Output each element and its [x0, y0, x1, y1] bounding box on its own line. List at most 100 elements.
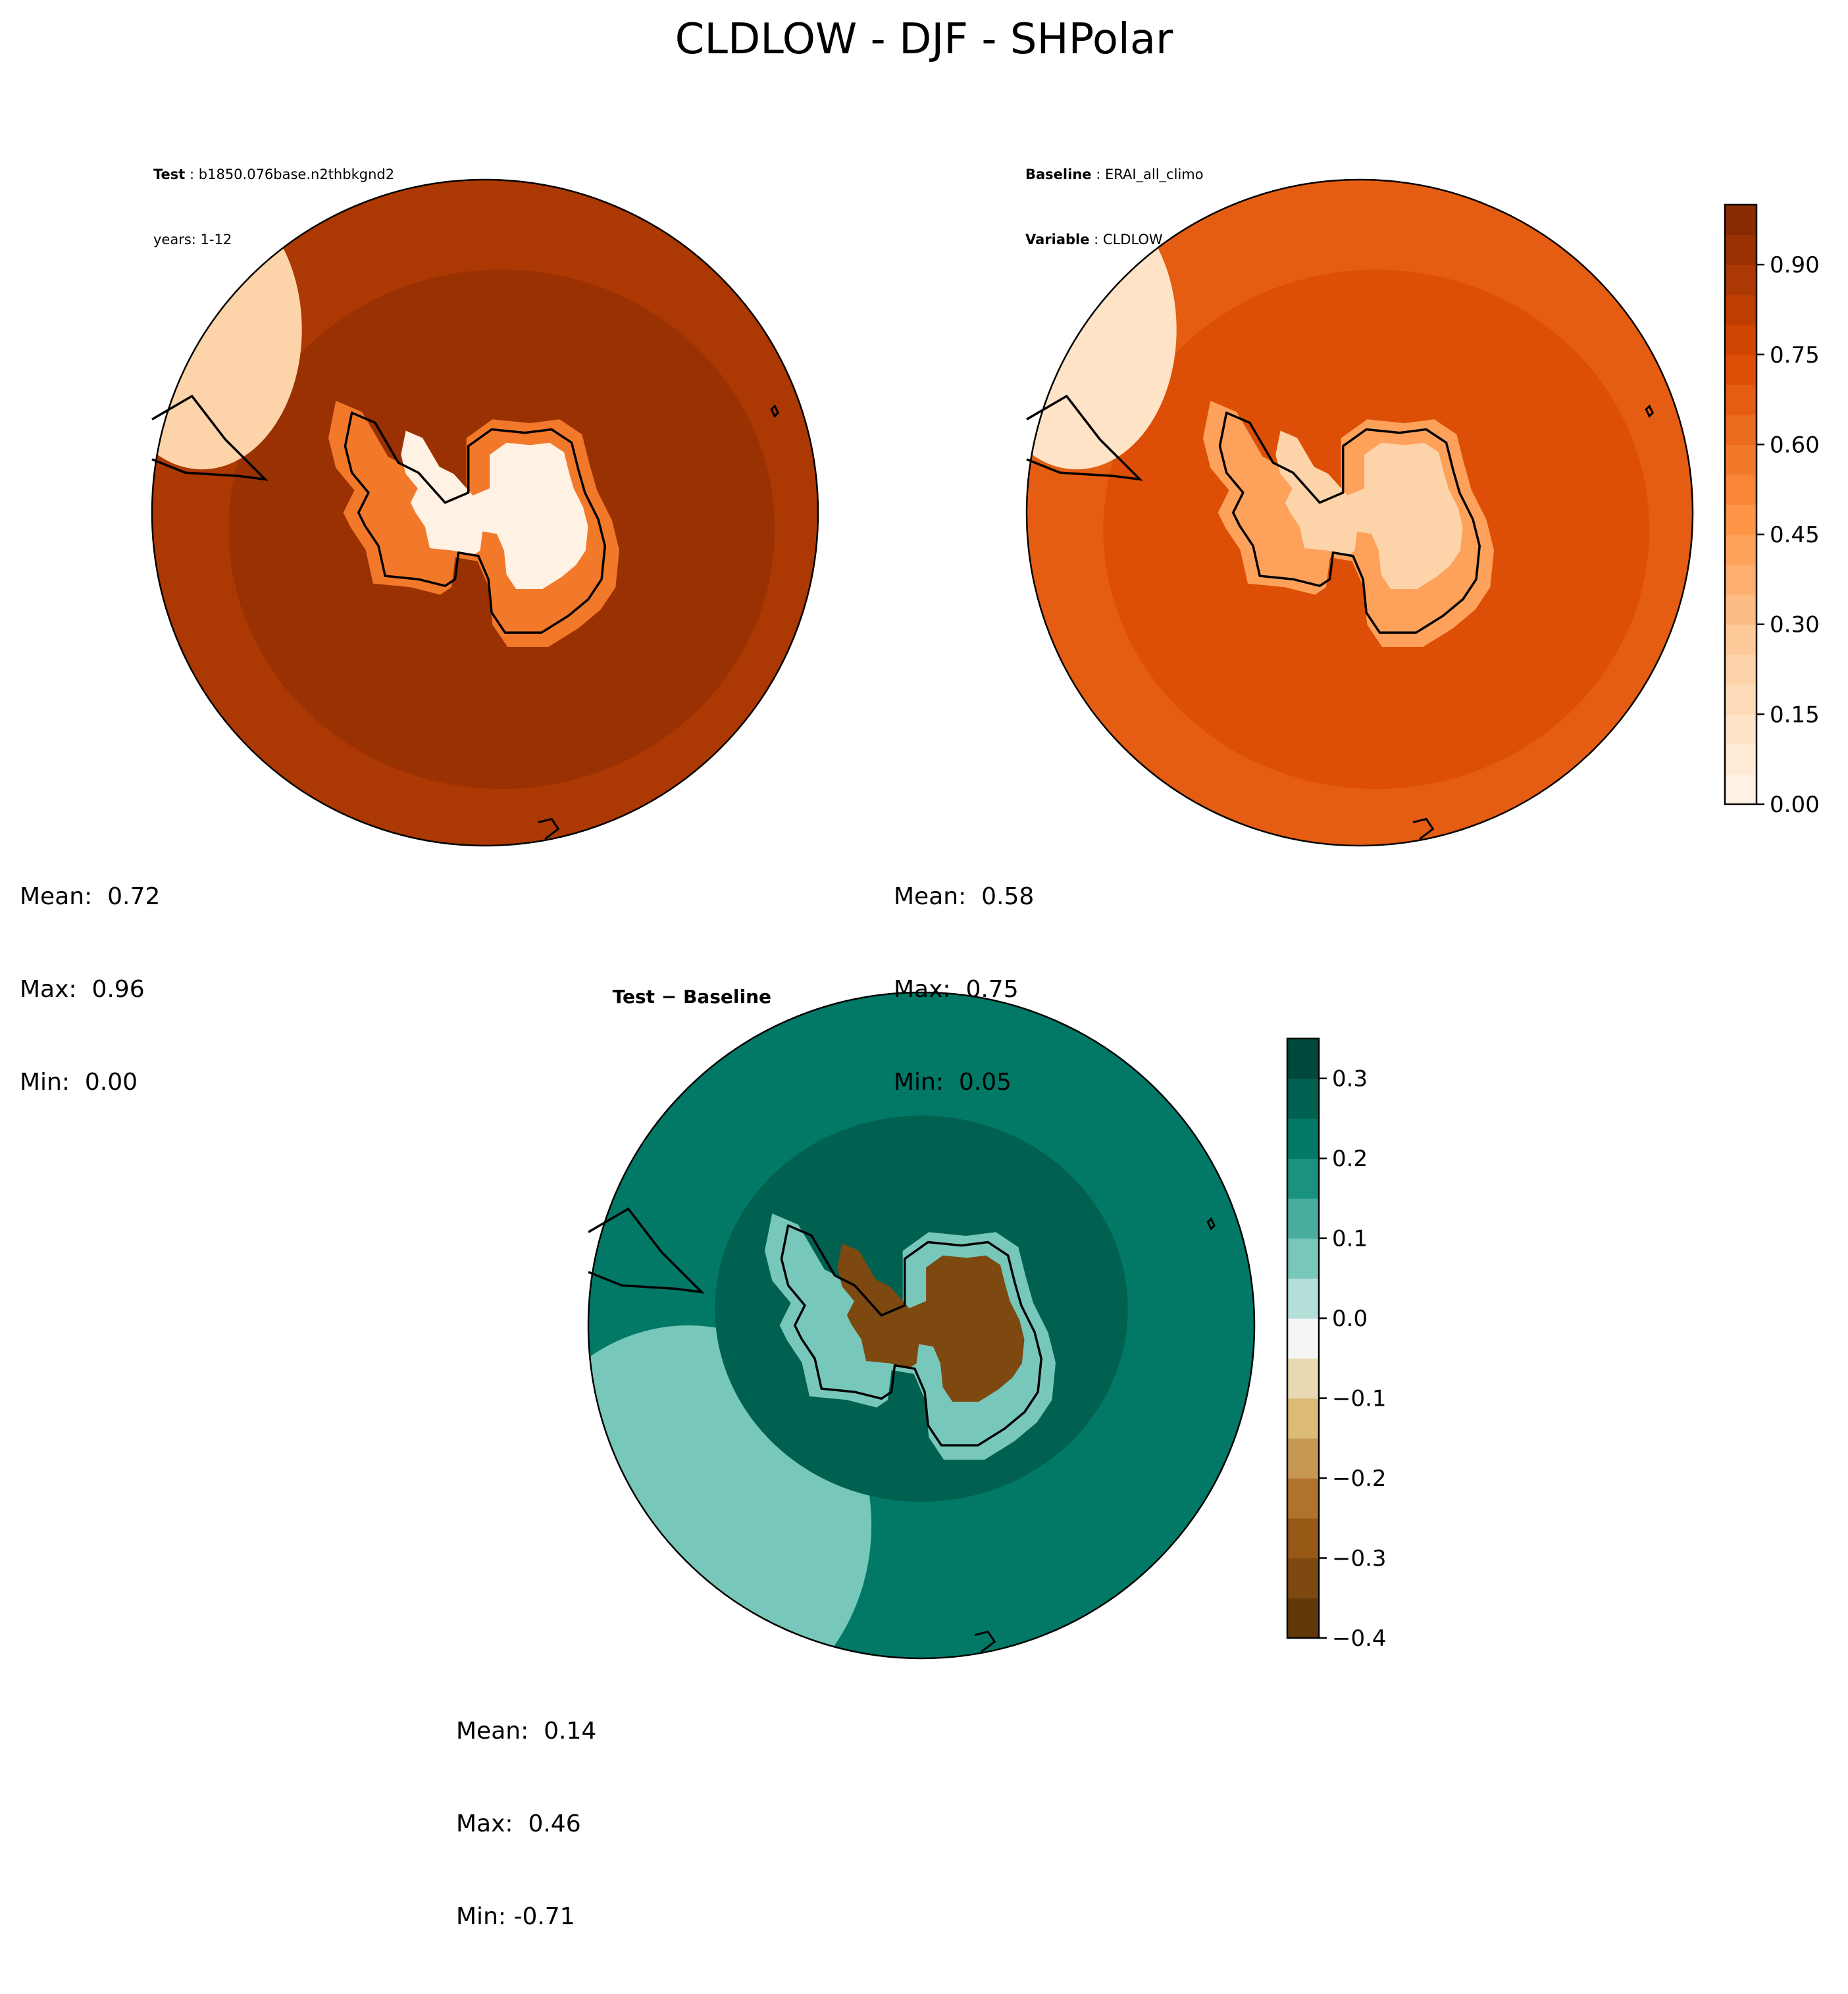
maps-layer: 0.000.150.300.450.600.750.90 −0.4−0.3−0.…: [151, 178, 1820, 1660]
colorbar-level: [1725, 624, 1757, 655]
colorbar-level: [1287, 1158, 1319, 1199]
colorbar-level: [1725, 294, 1757, 325]
island-coastline: [770, 404, 780, 418]
colorbar-level: [1287, 1198, 1319, 1239]
figure: CLDLOW - DJF - SHPolar Test : b1850.076b…: [20, 15, 1820, 1930]
baseline-header-case: ERAI_all_climo: [1104, 166, 1204, 182]
colorbar-level: [1725, 474, 1757, 505]
baseline-header-label: Baseline: [1025, 166, 1092, 182]
test-panel-header: Test : b1850.076base.n2thbkgnd2 years: 1…: [153, 120, 394, 294]
colorbar-level: [1725, 324, 1757, 355]
baseline-coastline: [1026, 394, 1655, 840]
baseline-panel-header: Baseline : ERAI_all_climo Variable : CLD…: [1025, 120, 1204, 294]
island-coastline: [1412, 817, 1435, 840]
diff-coastline: [588, 1207, 1216, 1653]
colorbar-tick-label: 0.1: [1332, 1226, 1368, 1252]
island-coastline: [1206, 1217, 1216, 1231]
baseline-header-line-1: Baseline : ERAI_all_climo: [1025, 164, 1204, 186]
colorbar-level: [1287, 1598, 1319, 1639]
variable-header-value: CLDLOW: [1102, 232, 1163, 247]
test-header-line-2: years: 1-12: [153, 229, 394, 251]
colorbar-tick-label: 0.90: [1770, 252, 1820, 278]
variable-header-sep: :: [1089, 232, 1103, 247]
test-header-case: b1850.076base.n2thbkgnd2: [198, 166, 395, 182]
colorbar-level: [1725, 564, 1757, 595]
field-continent-interior: [401, 430, 588, 589]
colorbar-tick-label: 0.45: [1770, 522, 1820, 548]
antarctica-coastline: [780, 1224, 1042, 1446]
colorbar-tick-label: 0.15: [1770, 702, 1820, 728]
colorbar-level: [1725, 594, 1757, 625]
colorbar-absolute: 0.00 0.15 0.30 0.45 0.60 0.75 0.90: [1724, 203, 1820, 818]
colorbar-level: [1287, 1238, 1319, 1279]
field-continent-interior: [837, 1243, 1025, 1402]
colorbar-tick-label: −0.3: [1332, 1546, 1387, 1572]
colorbar-difference: −0.4 −0.3 −0.2 −0.1 0.0 0.1 0.2 0.3: [1286, 1037, 1387, 1652]
colorbar-level: [1287, 1438, 1319, 1479]
colorbar-tick-label: −0.2: [1332, 1466, 1387, 1492]
test-header-years: years: 1-12: [153, 232, 232, 247]
island-coastline: [1645, 404, 1655, 418]
test-header-sep: :: [185, 166, 199, 182]
colorbar-level: [1287, 1038, 1319, 1079]
test-coastline: [151, 394, 780, 840]
antarctica-coastline: [1218, 411, 1481, 634]
colorbar-tick-label: −0.4: [1332, 1625, 1387, 1652]
colorbar-tick-label: 0.2: [1332, 1146, 1368, 1172]
field-low-cloud-region: [1027, 190, 1177, 470]
test-max: Max: 0.96: [20, 976, 145, 1003]
colorbar-level: [1287, 1398, 1319, 1439]
test-stats: Mean: 0.72 Max: 0.96 Min: 0.00: [20, 819, 160, 1160]
test-map: [152, 180, 818, 846]
colorbar-level: [1725, 414, 1757, 445]
colorbar-tick-label: 0.3: [1332, 1066, 1368, 1092]
antarctica-coastline: [344, 411, 606, 634]
colorbar-level: [1725, 265, 1757, 295]
colorbar-level: [1725, 354, 1757, 385]
test-mean: Mean: 0.72: [20, 883, 161, 910]
colorbar-level: [1287, 1318, 1319, 1359]
baseline-max: Max: 0.75: [894, 976, 1019, 1003]
test-header-label: Test: [153, 166, 186, 182]
colorbar-level: [1287, 1278, 1319, 1319]
colorbar-level: [1725, 654, 1757, 685]
diff-panel-header: Test − Baseline: [589, 969, 771, 1025]
colorbar-level: [1725, 444, 1757, 475]
colorbar-frame: [1724, 203, 1758, 805]
colorbar-tick-label: 0.75: [1770, 342, 1820, 369]
colorbar-level: [1725, 384, 1757, 415]
baseline-header-sep: :: [1091, 166, 1105, 182]
colorbar-tick-label: 0.30: [1770, 612, 1820, 638]
colorbar-level: [1287, 1478, 1319, 1519]
diff-stats: Mean: 0.14 Max: 0.46 Min: -0.71: [456, 1654, 596, 1994]
colorbar-level: [1725, 205, 1757, 236]
colorbar-tick-label: 0.00: [1770, 792, 1820, 818]
diff-map-boundary: [587, 991, 1256, 1660]
diff-mean: Mean: 0.14: [456, 1718, 597, 1745]
colorbar-tick-label: −0.1: [1332, 1386, 1387, 1412]
baseline-header-line-2: Variable : CLDLOW: [1025, 229, 1204, 251]
baseline-min: Min: 0.05: [894, 1069, 1012, 1096]
colorbar-level: [1287, 1558, 1319, 1598]
colorbar-level: [1287, 1518, 1319, 1559]
colorbar-level: [1725, 234, 1757, 265]
colorbar-level: [1287, 1118, 1319, 1159]
baseline-mean: Mean: 0.58: [894, 883, 1035, 910]
diff-header-label: Test − Baseline: [612, 986, 771, 1008]
variable-header-label: Variable: [1025, 232, 1090, 247]
colorbar-level: [1725, 714, 1757, 745]
baseline-map-boundary: [1025, 178, 1694, 847]
field-continent-interior: [1275, 430, 1463, 589]
colorbar-level: [1725, 684, 1757, 715]
field-low-cloud-region: [152, 190, 302, 470]
baseline-stats: Mean: 0.58 Max: 0.75 Min: 0.05: [894, 819, 1034, 1160]
diff-min: Min: -0.71: [456, 1903, 575, 1930]
colorbar-level: [1725, 774, 1757, 805]
colorbar-level: [1725, 744, 1757, 775]
figure-title: CLDLOW - DJF - SHPolar: [675, 15, 1173, 64]
colorbar-frame: [1286, 1037, 1320, 1639]
diff-max: Max: 0.46: [456, 1810, 581, 1837]
south-america-coastline: [151, 394, 269, 481]
test-header-line-1: Test : b1850.076base.n2thbkgnd2: [153, 164, 394, 186]
baseline-map: [1027, 180, 1693, 846]
